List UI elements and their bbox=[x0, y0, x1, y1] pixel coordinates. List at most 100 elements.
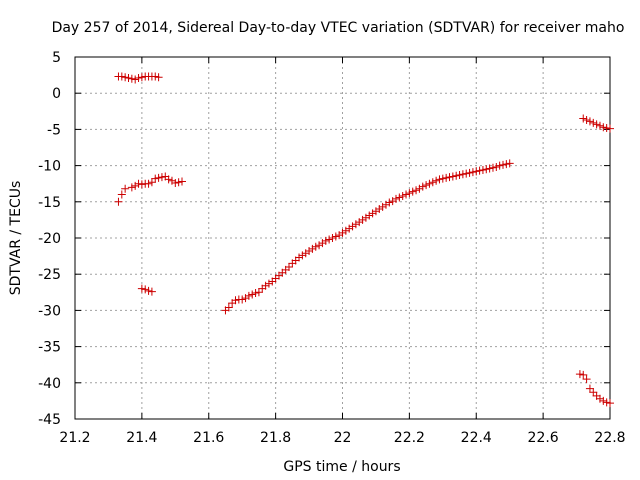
data-point bbox=[124, 73, 133, 82]
y-tick-label: -30 bbox=[38, 303, 61, 319]
data-point bbox=[141, 285, 150, 294]
data-point bbox=[425, 179, 434, 188]
data-point bbox=[144, 179, 153, 188]
x-tick-label: 21.4 bbox=[126, 430, 157, 446]
data-point bbox=[595, 121, 604, 130]
data-point bbox=[157, 173, 166, 182]
data-point bbox=[351, 220, 360, 229]
data-point bbox=[167, 176, 176, 185]
series-2 bbox=[137, 284, 156, 296]
data-point bbox=[602, 123, 611, 132]
data-point bbox=[137, 284, 146, 293]
data-point bbox=[248, 290, 257, 299]
y-tick-labels: 5 0 -5 -10 -15 -20 -25 -30 -35 -40 -45 bbox=[38, 50, 61, 428]
data-point bbox=[341, 226, 350, 235]
data-point bbox=[305, 247, 314, 256]
data-point bbox=[599, 123, 608, 132]
x-tick-label: 21.6 bbox=[193, 430, 224, 446]
x-tick-label: 21.8 bbox=[260, 430, 291, 446]
data-point bbox=[472, 167, 481, 176]
grid bbox=[75, 57, 610, 419]
data-point bbox=[131, 181, 140, 190]
data-point bbox=[308, 244, 317, 253]
data-point bbox=[388, 197, 397, 206]
data-point bbox=[589, 118, 598, 127]
data-point bbox=[361, 213, 370, 222]
y-tick-label: -25 bbox=[38, 267, 61, 283]
data-point bbox=[368, 209, 377, 218]
series-0 bbox=[114, 72, 163, 84]
data-point bbox=[321, 236, 330, 245]
data-point bbox=[241, 294, 250, 303]
data-point bbox=[392, 194, 400, 203]
data-point bbox=[174, 178, 183, 187]
data-point bbox=[442, 173, 451, 182]
data-point bbox=[455, 171, 464, 180]
data-point bbox=[499, 160, 507, 169]
data-point bbox=[428, 178, 437, 187]
data-point bbox=[251, 289, 260, 298]
data-point bbox=[224, 303, 233, 312]
data-point bbox=[264, 279, 273, 288]
data-point bbox=[154, 73, 163, 82]
data-point bbox=[134, 73, 143, 82]
data-point bbox=[311, 242, 320, 251]
data-point bbox=[298, 251, 307, 260]
y-tick-label: -5 bbox=[47, 122, 61, 138]
x-tick-label: 22.2 bbox=[394, 430, 425, 446]
data-point bbox=[151, 174, 160, 183]
data-point bbox=[358, 215, 367, 224]
data-point bbox=[325, 235, 334, 244]
data-point bbox=[599, 396, 608, 405]
data-point bbox=[318, 239, 327, 248]
data-point bbox=[328, 234, 337, 242]
series-5 bbox=[575, 370, 614, 408]
data-point bbox=[492, 163, 501, 172]
data-point bbox=[452, 171, 461, 180]
data-point bbox=[117, 190, 126, 199]
data-point bbox=[378, 202, 387, 211]
y-tick-label: -20 bbox=[38, 231, 61, 247]
data-point bbox=[398, 192, 407, 201]
data-point bbox=[579, 370, 588, 379]
y-tick-label: 0 bbox=[52, 86, 61, 102]
data-point bbox=[402, 190, 411, 199]
data-point bbox=[575, 370, 584, 379]
x-tick-label: 22.4 bbox=[461, 430, 492, 446]
y-tick-label: -40 bbox=[38, 376, 61, 392]
data-point bbox=[448, 172, 457, 181]
data-point bbox=[408, 187, 417, 196]
x-axis-label: GPS time / hours bbox=[283, 459, 400, 475]
data-point bbox=[345, 224, 354, 233]
data-point bbox=[502, 160, 511, 169]
y-tick-label: 5 bbox=[52, 50, 61, 66]
x-tick-label: 22 bbox=[334, 430, 352, 446]
data-point bbox=[315, 241, 324, 250]
data-point bbox=[231, 296, 240, 305]
data-point bbox=[422, 181, 431, 190]
x-tick-labels: 21.2 21.4 21.6 21.8 22 22.2 22.4 22.6 22.8 bbox=[59, 430, 625, 446]
data-point bbox=[438, 174, 447, 183]
data-point bbox=[585, 384, 594, 393]
data-point bbox=[131, 75, 140, 84]
data-point bbox=[412, 186, 421, 195]
data-point bbox=[348, 222, 357, 231]
data-point bbox=[127, 183, 136, 192]
data-point bbox=[285, 262, 293, 271]
series-4 bbox=[579, 114, 614, 133]
data-point bbox=[154, 173, 163, 182]
data-point bbox=[137, 73, 146, 82]
data-point bbox=[589, 388, 598, 397]
data-point bbox=[244, 291, 253, 300]
data-point bbox=[178, 177, 186, 186]
y-axis-label: SDTVAR / TECUs bbox=[8, 181, 24, 296]
data-point bbox=[121, 73, 130, 82]
data-point bbox=[468, 168, 477, 177]
data-point bbox=[381, 200, 390, 209]
data-point bbox=[117, 72, 126, 81]
data-point bbox=[301, 249, 310, 258]
data-point bbox=[164, 175, 173, 184]
data-point bbox=[137, 180, 146, 189]
data-point bbox=[602, 398, 611, 407]
data-point bbox=[338, 228, 347, 237]
